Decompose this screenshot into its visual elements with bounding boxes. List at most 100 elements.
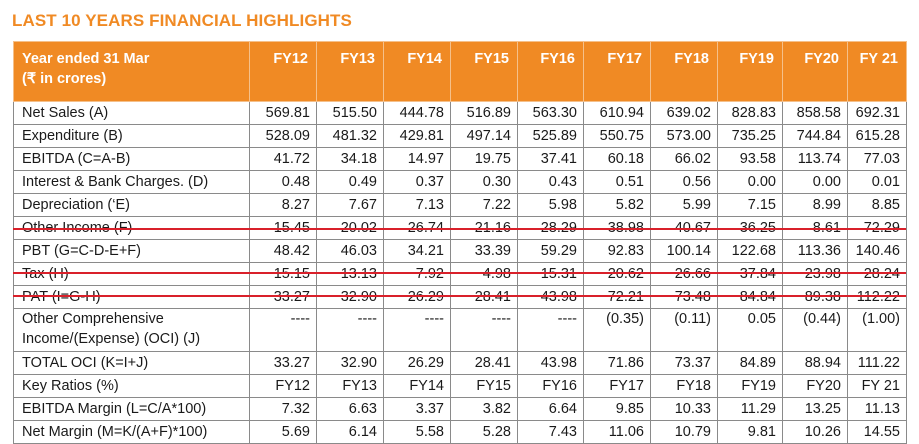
value-cell: 7.32 (249, 397, 317, 421)
value-cell: 0.37 (383, 170, 451, 194)
table-row: PAT (I=G-H)33.2732.9026.2928.4143.9872.2… (13, 285, 907, 309)
value-cell: 6.14 (316, 420, 384, 444)
value-cell: 73.48 (650, 285, 718, 309)
value-cell: 112.22 (847, 285, 907, 309)
row-label: Key Ratios (%) (13, 374, 250, 398)
header-label-cell: Year ended 31 Mar (₹ in crores) (13, 41, 250, 102)
table-row: Depreciation (‘E) 8.27 7.67 7.13 7.22 5.98 5.8… (13, 193, 907, 217)
value-cell: 43.98 (517, 285, 584, 309)
table-header-row: Year ended 31 Mar (₹ in crores) FY12 FY1… (13, 41, 907, 102)
header-year: FY 21 (847, 41, 907, 102)
value-cell: 32.90 (316, 351, 384, 375)
value-cell: 735.25 (717, 124, 783, 148)
value-cell: 497.14 (450, 124, 518, 148)
value-cell: ---- (249, 308, 317, 352)
value-cell: 3.82 (450, 397, 518, 421)
header-year: FY17 (583, 41, 651, 102)
value-cell: 33.27 (249, 285, 317, 309)
value-cell: 34.21 (383, 239, 451, 263)
row-label: Interest & Bank Charges. (D) (13, 170, 250, 194)
header-year: FY15 (450, 41, 518, 102)
value-cell: (0.44) (782, 308, 848, 352)
value-cell: 140.46 (847, 239, 907, 263)
row-label: Tax (H) (13, 262, 250, 286)
value-cell: 0.05 (717, 308, 783, 352)
value-cell: 858.58 (782, 101, 848, 125)
value-cell: 0.43 (517, 170, 584, 194)
highlight-rule-other-income (13, 228, 906, 230)
value-cell: 28.41 (450, 351, 518, 375)
header-year: FY13 (316, 41, 384, 102)
value-cell: FY13 (316, 374, 384, 398)
value-cell: 5.98 (517, 193, 584, 217)
value-cell: 8.85 (847, 193, 907, 217)
value-cell: 100.14 (650, 239, 718, 263)
value-cell: 0.30 (450, 170, 518, 194)
value-cell: 122.68 (717, 239, 783, 263)
value-cell: 71.86 (583, 351, 651, 375)
row-label: TOTAL OCI (K=I+J) (13, 351, 250, 375)
highlight-rule-pat (13, 295, 906, 297)
header-year: FY12 (249, 41, 317, 102)
value-cell: FY 21 (847, 374, 907, 398)
value-cell: 92.83 (583, 239, 651, 263)
value-cell: 0.51 (583, 170, 651, 194)
table-row: TOTAL OCI (K=I+J) 33.27 32.90 26.29 28.41 43.… (13, 351, 907, 375)
value-cell: 33.27 (249, 351, 317, 375)
value-cell: FY16 (517, 374, 584, 398)
value-cell: 73.37 (650, 351, 718, 375)
value-cell: 28.41 (450, 285, 518, 309)
value-cell: 84.84 (717, 285, 783, 309)
value-cell: FY18 (650, 374, 718, 398)
value-cell: 0.56 (650, 170, 718, 194)
header-year: FY20 (782, 41, 848, 102)
value-cell: 5.82 (583, 193, 651, 217)
value-cell: 6.63 (316, 397, 384, 421)
value-cell: 20.62 (583, 262, 651, 286)
value-cell: 10.79 (650, 420, 718, 444)
value-cell: 528.09 (249, 124, 317, 148)
row-label: PAT (I=G-H) (13, 285, 250, 309)
value-cell: FY17 (583, 374, 651, 398)
table-row: Other Comprehensive Income/(Expense) (OC… (13, 308, 907, 352)
value-cell: 28.24 (847, 262, 907, 286)
value-cell: 26.29 (383, 351, 451, 375)
value-cell: 615.28 (847, 124, 907, 148)
value-cell: 7.15 (717, 193, 783, 217)
value-cell: 8.99 (782, 193, 848, 217)
value-cell: 113.36 (782, 239, 848, 263)
value-cell: 9.85 (583, 397, 651, 421)
row-label: EBITDA Margin (L=C/A*100) (13, 397, 250, 421)
value-cell: 563.30 (517, 101, 584, 125)
table-row: Key Ratios (%) FY12 FY13 FY14 FY15 FY16 FY17 FY… (13, 374, 907, 398)
value-cell: 0.48 (249, 170, 317, 194)
value-cell: 37.84 (717, 262, 783, 286)
value-cell: 41.72 (249, 147, 317, 171)
value-cell: 34.18 (316, 147, 384, 171)
value-cell: 7.22 (450, 193, 518, 217)
table-row: PBT (G=C-D-E+F) 48.42 46.03 34.21 33.39 59.29… (13, 239, 907, 263)
value-cell: 6.64 (517, 397, 584, 421)
value-cell: 9.81 (717, 420, 783, 444)
value-cell: 46.03 (316, 239, 384, 263)
value-cell: 14.55 (847, 420, 907, 444)
header-year: FY19 (717, 41, 783, 102)
value-cell: 5.99 (650, 193, 718, 217)
value-cell: 113.74 (782, 147, 848, 171)
page-title: LAST 10 YEARS FINANCIAL HIGHLIGHTS (12, 11, 352, 30)
value-cell: 610.94 (583, 101, 651, 125)
value-cell: 37.41 (517, 147, 584, 171)
row-label: Other Comprehensive Income/(Expense) (OC… (13, 308, 250, 352)
value-cell: ---- (316, 308, 384, 352)
row-label: Net Margin (M=K/(A+F)*100) (13, 420, 250, 444)
value-cell: 7.13 (383, 193, 451, 217)
header-currency-unit: (₹ in crores) (22, 71, 107, 87)
value-cell: 26.29 (383, 285, 451, 309)
value-cell: 8.27 (249, 193, 317, 217)
value-cell: 88.94 (782, 351, 848, 375)
header-year: FY14 (383, 41, 451, 102)
value-cell: 23.98 (782, 262, 848, 286)
value-cell: 516.89 (450, 101, 518, 125)
header-year: FY16 (517, 41, 584, 102)
value-cell: (0.35) (583, 308, 651, 352)
